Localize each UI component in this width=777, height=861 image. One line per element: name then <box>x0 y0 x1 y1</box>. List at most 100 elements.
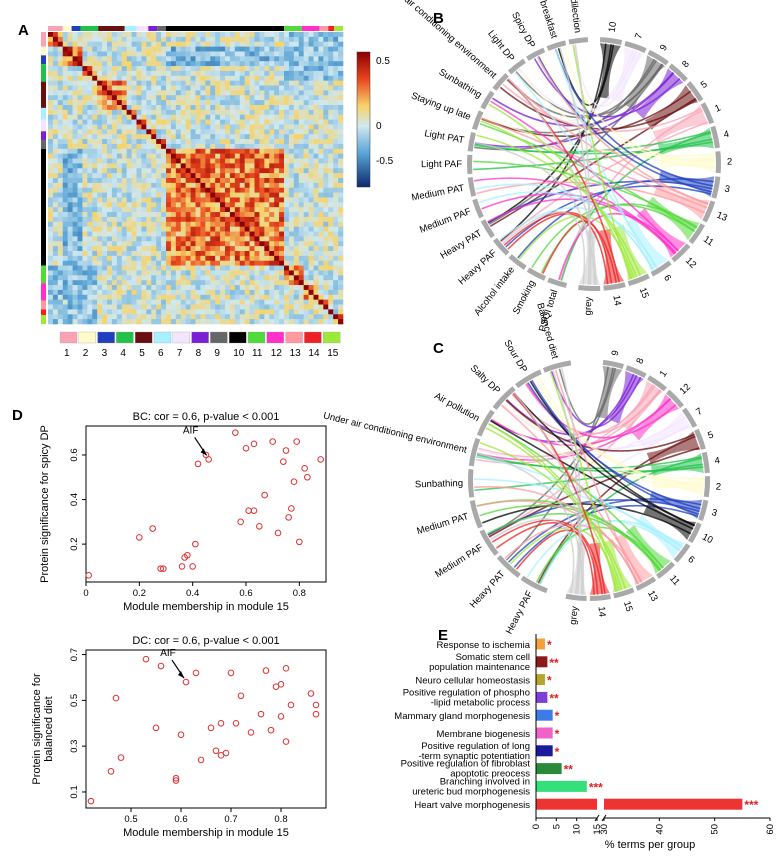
data-point <box>277 713 285 720</box>
heatmap-cell <box>269 100 275 106</box>
heatmap-cell <box>200 236 206 242</box>
heatmap-cell <box>52 85 59 91</box>
heatmap-cell <box>284 192 290 198</box>
heatmap-cell <box>151 192 157 198</box>
heatmap-cell <box>180 236 186 242</box>
heatmap-cell <box>180 36 186 43</box>
heatmap-cell <box>259 46 265 52</box>
heatmap-cell <box>205 294 211 300</box>
heatmap-cell <box>97 299 103 305</box>
heatmap-cell <box>121 246 127 252</box>
chord-band <box>660 151 715 173</box>
heatmap-cell <box>121 36 127 43</box>
heatmap-cell <box>298 61 304 67</box>
heatmap-cell <box>249 236 255 242</box>
heatmap-cell <box>220 319 226 325</box>
heatmap-cell <box>67 61 73 67</box>
heatmap-cell <box>72 187 78 193</box>
heatmap-cell <box>97 41 103 47</box>
heatmap-cell <box>156 299 162 305</box>
heatmap-cell <box>52 168 59 174</box>
heatmap-cell <box>121 95 127 101</box>
heatmap-cell <box>229 75 236 81</box>
heatmap-cell <box>121 46 127 52</box>
heatmap-cell <box>259 216 265 223</box>
heatmap-cell <box>57 75 64 81</box>
module-legend-number: 15 <box>327 348 339 359</box>
heatmap-cell <box>195 202 201 208</box>
heatmap-cell <box>67 163 73 169</box>
heatmap-cell <box>131 246 137 252</box>
heatmap-cell <box>215 197 221 203</box>
heatmap-cell <box>195 192 201 198</box>
heatmap-cell <box>175 304 182 310</box>
heatmap-cell <box>190 100 196 106</box>
heatmap-cell <box>308 246 314 252</box>
heatmap-cell <box>225 251 231 257</box>
heatmap-cell <box>200 309 206 315</box>
heatmap-cell <box>107 236 113 242</box>
heatmap-cell <box>111 255 118 262</box>
heatmap-cell <box>264 265 270 271</box>
heatmap-cell <box>151 56 157 62</box>
heatmap-cell <box>97 134 103 140</box>
heatmap-cell <box>151 80 157 86</box>
heatmap-cell <box>234 275 241 281</box>
heatmap-cell <box>116 182 123 189</box>
heatmap-cell <box>116 153 123 159</box>
heatmap-cell <box>107 61 113 67</box>
module-color-segment <box>157 26 166 31</box>
heatmap-cell <box>249 46 255 52</box>
heatmap-cell <box>170 85 177 91</box>
heatmap-cell <box>244 265 250 271</box>
heatmap-cell <box>166 319 172 325</box>
heatmap-cell <box>136 280 142 286</box>
data-point <box>212 747 220 755</box>
heatmap-cell <box>313 109 319 116</box>
heatmap-cell <box>48 182 54 189</box>
heatmap-cell <box>57 56 64 62</box>
heatmap-cell <box>333 36 339 43</box>
heatmap-cell <box>264 207 270 213</box>
heatmap-cell <box>156 109 162 116</box>
chord-ribbon <box>481 117 708 209</box>
heatmap-cell <box>156 255 162 262</box>
heatmap-cell <box>87 80 93 86</box>
heatmap-cell <box>279 100 285 106</box>
heatmap-cell <box>195 163 201 169</box>
heatmap-cell <box>161 197 167 203</box>
heatmap-cell <box>293 246 300 252</box>
heatmap-cell <box>57 134 64 140</box>
heatmap-cell <box>323 202 329 208</box>
heatmap-cell <box>116 285 123 291</box>
heatmap-cell <box>156 226 162 232</box>
heatmap-cell <box>146 100 152 106</box>
heatmap-cell <box>82 260 88 266</box>
heatmap-cell <box>92 51 98 57</box>
heatmap-cell <box>146 187 152 193</box>
heatmap-cell <box>136 246 142 252</box>
x-tick-label: 60 <box>765 824 776 835</box>
heatmap-cell <box>215 309 221 315</box>
heatmap-cell <box>77 143 83 150</box>
heatmap-cell <box>82 168 88 174</box>
heatmap-cell <box>254 255 260 262</box>
heatmap-cell <box>195 46 201 52</box>
heatmap-cell <box>288 95 295 101</box>
heatmap-cell <box>323 41 329 47</box>
heatmap-cell <box>126 260 132 266</box>
heatmap-cell <box>259 124 265 130</box>
heatmap-cell <box>303 70 309 77</box>
heatmap-cell <box>116 100 123 106</box>
heatmap-cell <box>200 299 206 305</box>
heatmap-cell <box>195 95 201 101</box>
heatmap-cell <box>215 61 221 67</box>
heatmap-cell <box>308 285 314 291</box>
heatmap-cell <box>323 32 329 38</box>
heatmap-cell <box>77 197 83 203</box>
heatmap-cell <box>274 32 280 38</box>
heatmap-cell <box>195 32 201 38</box>
heatmap-cell <box>48 216 54 223</box>
heatmap-cell <box>180 70 186 77</box>
